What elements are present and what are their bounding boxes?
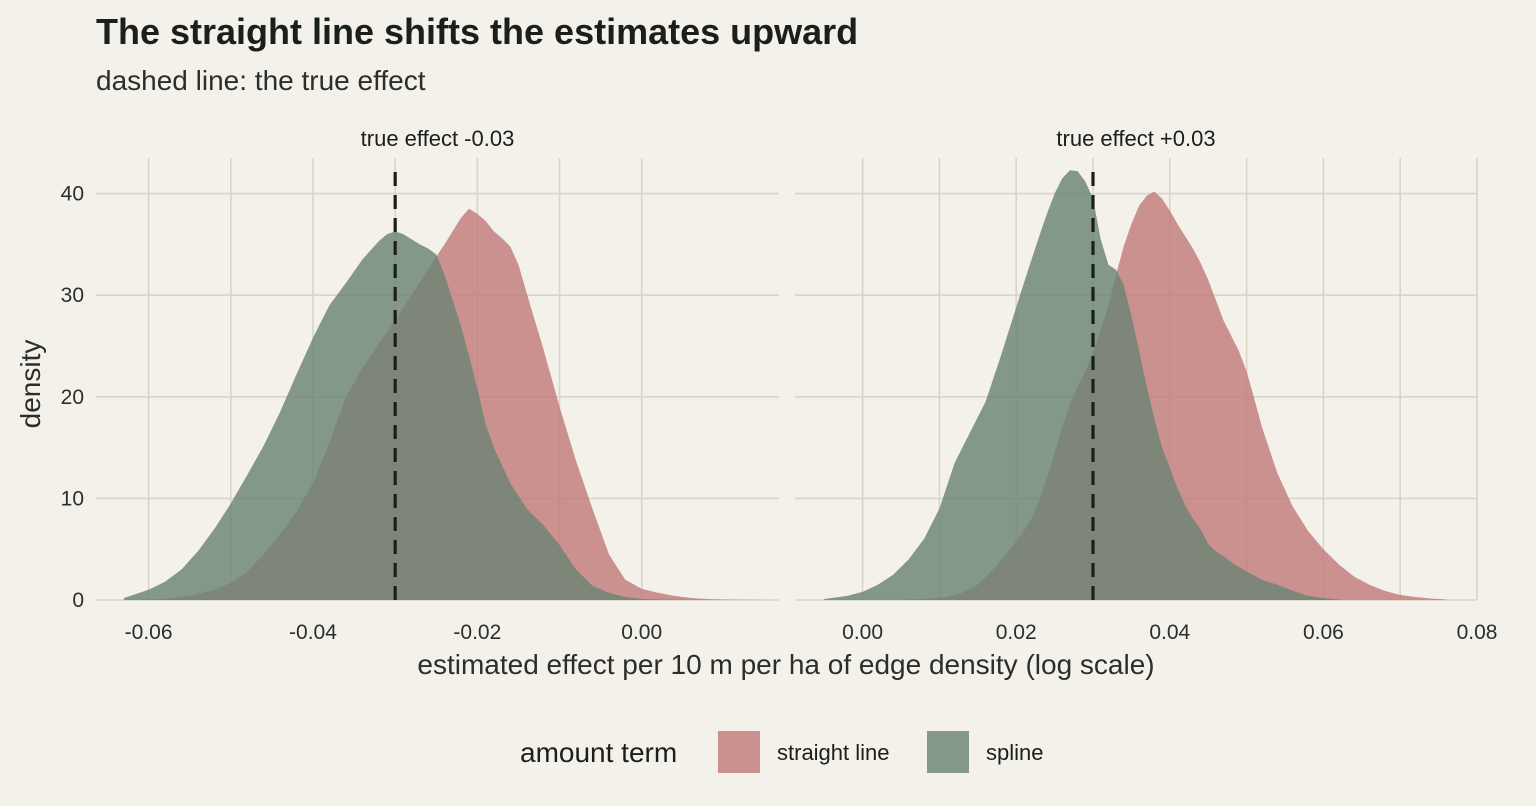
x-tick-label: -0.04 bbox=[289, 621, 337, 644]
x-axis-label: estimated effect per 10 m per ha of edge… bbox=[417, 649, 1154, 680]
x-tick-label: 0.04 bbox=[1149, 621, 1190, 644]
density-area-straight-line-panel-2 bbox=[901, 191, 1447, 600]
x-tick-label: 0.08 bbox=[1457, 621, 1498, 644]
panel-2: true effect +0.03 0.00 0.02 0.04 0.06 0.08 bbox=[795, 126, 1497, 644]
y-axis-label: density bbox=[15, 340, 46, 429]
x-tick-label: 0.00 bbox=[621, 621, 662, 644]
chart-subtitle: dashed line: the true effect bbox=[96, 65, 426, 96]
legend-swatch-straight-line bbox=[718, 731, 760, 773]
x-tick-label: -0.06 bbox=[125, 621, 173, 644]
panel-1: true effect -0.03 -0.06 -0.04 -0.02 0.00 bbox=[96, 126, 779, 644]
y-tick-label: 40 bbox=[61, 183, 84, 206]
y-tick-label: 10 bbox=[61, 487, 84, 510]
y-tick-labels: 0 10 20 30 40 bbox=[61, 183, 84, 612]
x-tick-label: 0.00 bbox=[842, 621, 883, 644]
x-tick-label: 0.06 bbox=[1303, 621, 1344, 644]
facet-strip-label-1: true effect -0.03 bbox=[361, 126, 515, 151]
facet-strip-label-2: true effect +0.03 bbox=[1056, 126, 1215, 151]
facet-panels: true effect -0.03-0.06 -0.04 -0.02 0.00true… bbox=[96, 126, 1497, 644]
legend-swatch-spline bbox=[927, 731, 969, 773]
legend-label-spline: spline bbox=[986, 740, 1043, 765]
y-tick-label: 20 bbox=[61, 386, 84, 409]
density-area-spline-panel-1 bbox=[123, 231, 708, 600]
chart-title: The straight line shifts the estimates u… bbox=[96, 11, 858, 52]
legend-label-straight-line: straight line bbox=[777, 740, 890, 765]
density-area-spline-panel-2 bbox=[824, 170, 1339, 600]
y-tick-label: 30 bbox=[61, 284, 84, 307]
y-tick-label: 0 bbox=[72, 589, 84, 612]
x-tick-label: -0.02 bbox=[453, 621, 501, 644]
x-tick-label: 0.02 bbox=[996, 621, 1037, 644]
legend-title: amount term bbox=[520, 737, 677, 768]
legend: amount term straight line spline bbox=[520, 731, 1043, 773]
